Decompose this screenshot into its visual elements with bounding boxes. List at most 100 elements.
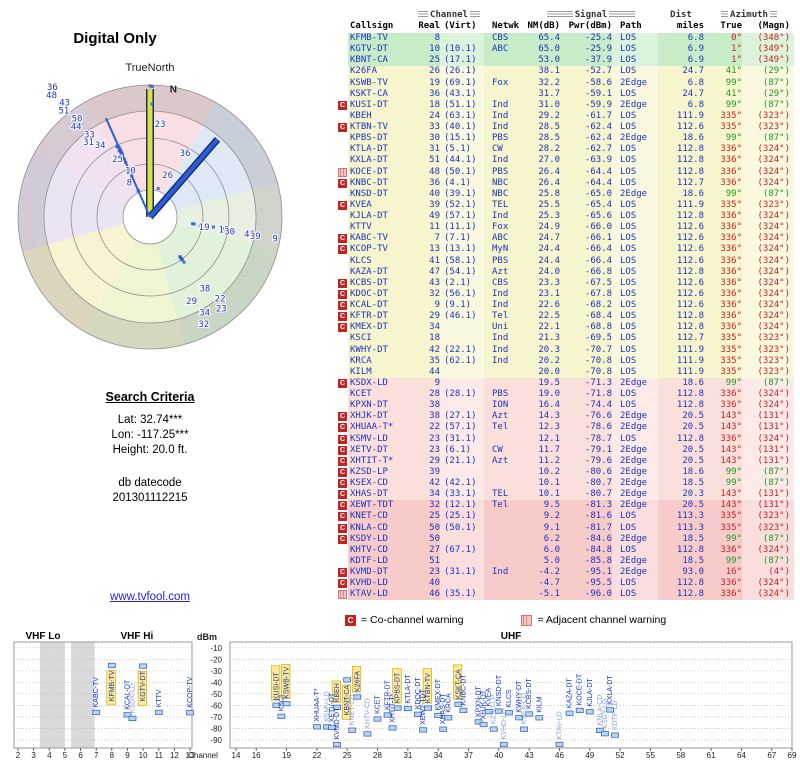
cell-azimuth-magnetic: (87°)	[742, 478, 794, 490]
cell-distance-miles: 18.6	[658, 466, 704, 478]
table-row: KILM 44 20.0 -70.8 LOS 111.9 335° (323°)	[337, 366, 794, 378]
cell-virtual-channel: (27.1)	[440, 411, 484, 423]
cell-distance-miles: 112.8	[658, 589, 704, 601]
station-signal-box	[555, 741, 564, 748]
station-label: KMEX-DT	[435, 678, 442, 710]
cell-nm-db: -4.2	[524, 567, 560, 579]
station-signal-box	[424, 705, 433, 711]
station-callsign: KPXN-DT	[476, 685, 483, 716]
station-signal-box	[128, 715, 137, 721]
cell-azimuth-magnetic: (324°)	[742, 288, 794, 300]
station-mark	[130, 174, 134, 178]
station-mark	[191, 222, 194, 226]
cell-virtual-channel: (28.1)	[440, 389, 484, 401]
co-channel-marker-icon: C	[338, 312, 347, 322]
cell-network: NBC	[484, 188, 524, 200]
station-label: XHUAA-T*	[314, 688, 321, 722]
station-callsign: KJLA-DT	[587, 678, 594, 707]
station-label: KCBS-DT	[526, 678, 533, 709]
col-pwr: Pwr(dBm)	[568, 21, 612, 31]
station-label: KNLA-CD	[597, 695, 604, 726]
station-signal-box	[585, 709, 594, 715]
cell-power-dbm: -59.1	[560, 88, 612, 100]
cell-nm-db: 38.1	[524, 66, 560, 78]
cell-real-channel: 32	[414, 500, 440, 512]
cell-real-channel: 42	[414, 478, 440, 490]
station-callsign: KDTF-LD	[612, 701, 619, 731]
station-label: KUSI-DT	[271, 665, 280, 701]
polar-wedge	[84, 217, 185, 350]
cell-virtual-channel: (50.1)	[440, 166, 484, 178]
cell-power-dbm: -81.6	[560, 511, 612, 523]
station-mark	[182, 260, 186, 264]
cell-azimuth-true: 336°	[704, 222, 742, 234]
tvfool-link[interactable]: www.tvfool.com	[110, 591, 190, 603]
polar-channel-label: 50	[72, 115, 83, 125]
cell-distance-miles: 111.9	[658, 366, 704, 378]
cell-virtual-channel: (67.1)	[440, 544, 484, 556]
cell-path: LOS	[612, 322, 658, 334]
cell-real-channel: 43	[414, 277, 440, 289]
cell-network: Ind	[484, 288, 524, 300]
cell-network: Ind	[484, 567, 524, 579]
cell-real-channel: 25	[414, 55, 440, 67]
table-row: KBNT-CA 25 (17.1) 53.0 -37.9 LOS 6.9 1° (349°)	[337, 55, 794, 67]
cell-distance-miles: 112.8	[658, 544, 704, 556]
cell-power-dbm: -76.6	[560, 411, 612, 423]
co-channel-marker-icon: C	[338, 490, 347, 500]
cell-nm-db: 19.5	[524, 377, 560, 389]
cell-azimuth-magnetic: (131°)	[742, 455, 794, 467]
station-callsign: KTLA-DT	[405, 674, 412, 704]
cell-power-dbm: -37.9	[560, 55, 612, 67]
cell-network: ION	[484, 400, 524, 412]
channel-tick-label: 10	[139, 751, 148, 760]
co-channel-marker-icon: C	[338, 423, 347, 433]
cell-azimuth-magnetic: (324°)	[742, 433, 794, 445]
cell-real-channel: 28	[414, 389, 440, 401]
cell-real-channel: 51	[414, 555, 440, 567]
cell-nm-db: -5.1	[524, 589, 560, 601]
table-row: KPXN-DT 38 ION 16.4 -74.4 LOS 112.8 336° (324°)	[337, 400, 794, 412]
station-mark	[228, 228, 232, 232]
table-row: KTTV 11 (11.1) Fox 24.9 -66.0 LOS 112.6 336° (324…	[337, 222, 794, 234]
chart-panel	[229, 641, 793, 749]
co-channel-marker-icon: C	[338, 289, 347, 299]
cell-azimuth-magnetic: (324°)	[742, 578, 794, 590]
station-mark	[192, 222, 196, 226]
table-row: KTLA-DT 31 (5.1) CW 28.2 -62.7 LOS 112.8 336° (32…	[337, 144, 794, 156]
cell-nm-db: 22.5	[524, 311, 560, 323]
dbm-tick-label: -80	[210, 724, 222, 733]
cell-real-channel: 8	[414, 33, 440, 45]
cell-callsign: KSWB-TV	[348, 77, 414, 89]
cell-azimuth-magnetic: (87°)	[742, 77, 794, 89]
cell-network: PBS	[484, 255, 524, 267]
cell-nm-db: 10.1	[524, 489, 560, 501]
channel-tick-label: 61	[707, 751, 716, 760]
cell-virtual-channel: (40.1)	[440, 122, 484, 134]
cell-distance-miles: 111.9	[658, 344, 704, 356]
station-callsign: KCBS-DT	[526, 678, 533, 709]
cell-nm-db: 12.1	[524, 433, 560, 445]
co-channel-marker-icon: C	[338, 434, 347, 444]
cell-warning: C	[337, 300, 348, 312]
cell-azimuth-magnetic: (324°)	[742, 166, 794, 178]
station-label: XETV-DT	[329, 692, 336, 722]
cell-path: LOS	[612, 166, 658, 178]
cell-distance-miles: 20.5	[658, 444, 704, 456]
cell-path: LOS	[612, 55, 658, 67]
cell-nm-db: 65.4	[524, 33, 560, 45]
cell-virtual-channel: (56.1)	[440, 288, 484, 300]
cell-power-dbm: -52.7	[560, 66, 612, 78]
cell-azimuth-true: 41°	[704, 66, 742, 78]
cell-distance-miles: 112.8	[658, 211, 704, 223]
cell-warning	[337, 144, 348, 156]
cell-warning: C	[337, 288, 348, 300]
cell-nm-db: 53.0	[524, 55, 560, 67]
cell-azimuth-magnetic: (323°)	[742, 355, 794, 367]
cell-virtual-channel	[440, 533, 484, 545]
cell-nm-db: 29.2	[524, 110, 560, 122]
col-nm: NM(dB)	[527, 21, 560, 31]
station-label: KVMD-DT	[334, 707, 341, 740]
station-mark	[156, 187, 160, 190]
cell-azimuth-true: 336°	[704, 177, 742, 189]
